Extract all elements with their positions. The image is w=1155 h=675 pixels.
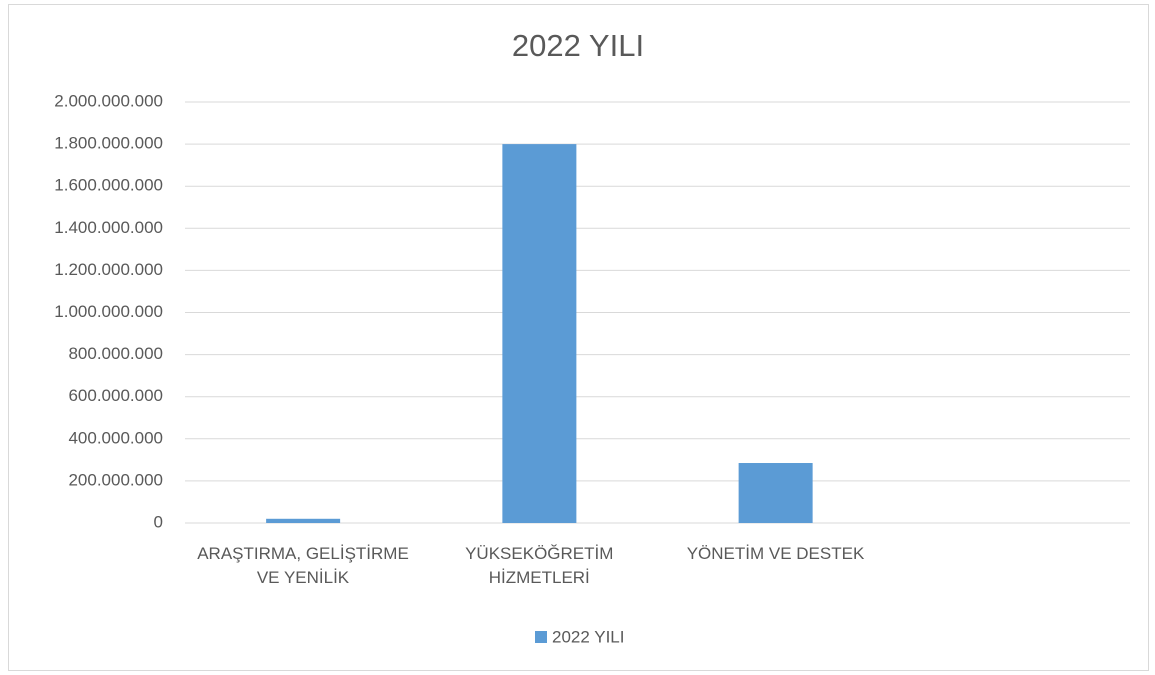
legend-label: 2022 YILI (552, 627, 624, 646)
y-tick-label: 1.800.000.000 (54, 134, 163, 153)
bar (738, 463, 813, 523)
y-tick-label: 400.000.000 (68, 428, 163, 447)
y-tick-label: 800.000.000 (68, 344, 163, 363)
x-tick-label: YÜKSEKÖĞRETİM HİZMETLERİ (465, 544, 614, 587)
y-tick-label: 600.000.000 (68, 386, 163, 405)
chart-title: 2022 YILI (512, 28, 644, 63)
x-tick-label: YÖNETİM VE DESTEK (686, 544, 865, 563)
y-tick-label: 2.000.000.000 (54, 91, 163, 110)
bar (266, 518, 341, 523)
y-tick-label: 0 (154, 512, 163, 531)
bar (502, 144, 577, 523)
y-tick-label: 1.600.000.000 (54, 176, 163, 195)
y-tick-label: 1.200.000.000 (54, 260, 163, 279)
legend-swatch (535, 631, 547, 643)
y-tick-label: 200.000.000 (68, 470, 163, 489)
x-tick-label: ARAŞTIRMA, GELİŞTİRME VE YENİLİK (197, 544, 409, 587)
y-tick-label: 1.000.000.000 (54, 302, 163, 321)
y-tick-label: 1.400.000.000 (54, 218, 163, 237)
chart-frame (8, 4, 1149, 671)
